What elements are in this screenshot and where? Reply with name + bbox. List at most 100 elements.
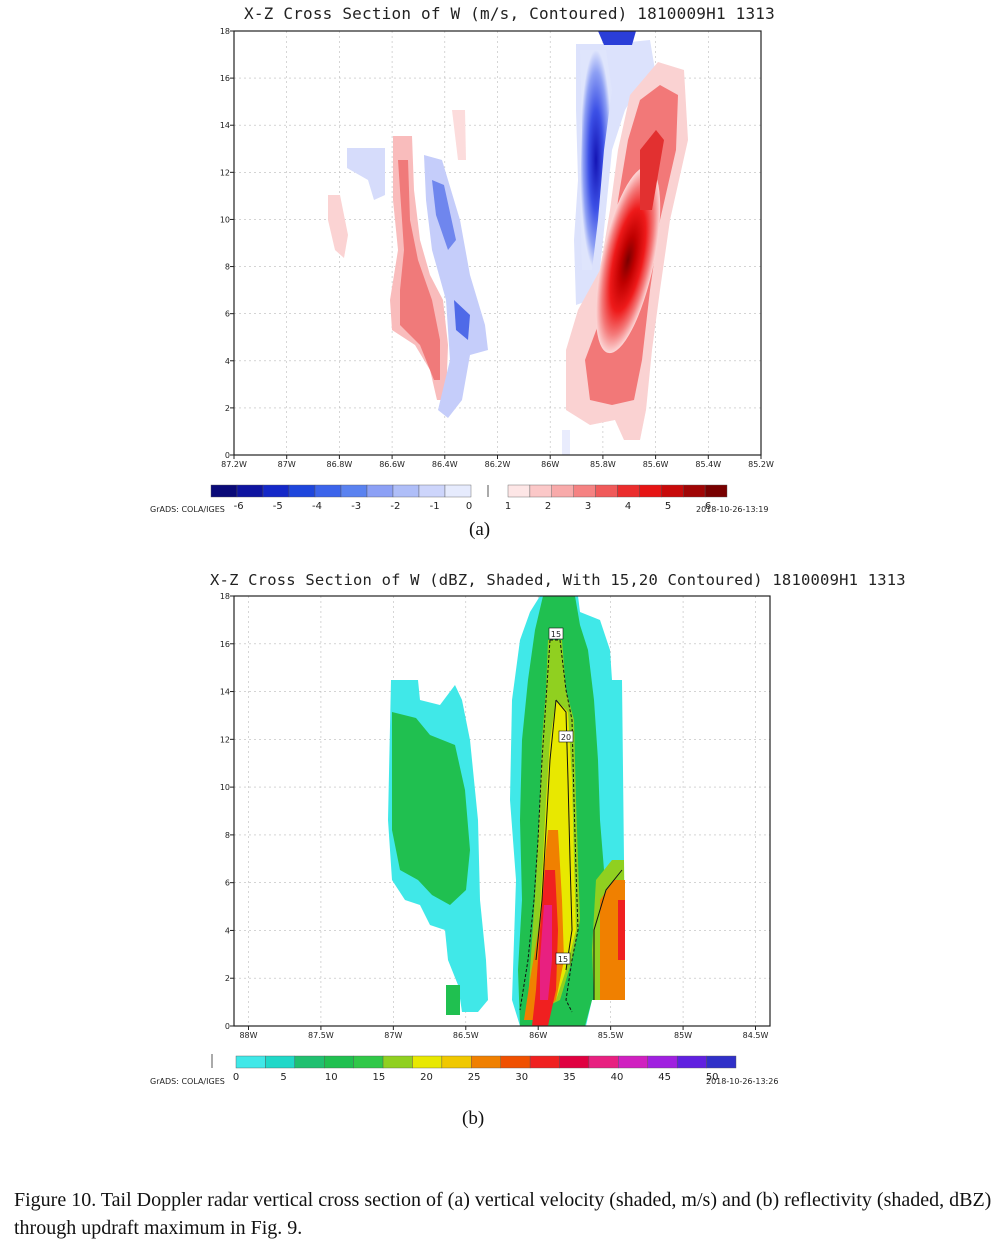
panel-b-xtick-label: 86.5W	[453, 1031, 479, 1040]
panel-a-ytick-label: 16	[220, 74, 230, 83]
panel-b-xtick-label: 87.5W	[308, 1031, 334, 1040]
panel-a-ytick-label: 8	[225, 263, 230, 272]
panel-a-xtick-label: 86W	[541, 460, 559, 469]
panel-b-ytick-label: 8	[225, 831, 230, 840]
panel-b-xtick-label: 86W	[529, 1031, 547, 1040]
colorbar-a-label: -5	[273, 501, 283, 512]
colorbar-b-swatch	[441, 1055, 472, 1069]
panel-a-ytick-label: 18	[220, 27, 230, 36]
colorbar-a-label: -6	[234, 501, 244, 512]
colorbar-a-swatch-pos	[704, 484, 728, 498]
colorbar-a-label: 1	[505, 501, 511, 512]
panel-b-title: X-Z Cross Section of W (dBZ, Shaded, Wit…	[210, 571, 906, 589]
western-echo-inner	[392, 712, 470, 905]
contour-15-left	[519, 639, 551, 1011]
contour-label-20-text: 20	[561, 733, 571, 742]
colorbar-b-label: 0	[233, 1072, 239, 1083]
colorbar-a-label: -1	[430, 501, 440, 512]
contour-15	[550, 639, 579, 1013]
panel-a-xtick-label: 85.6W	[643, 460, 669, 469]
downdraft-core-left-low	[454, 300, 470, 340]
panel-b-plot-area: 15 20 15 0 2 4 6 8 10 12 14 16 18 88W 87.5W 87W 86.5…	[220, 592, 771, 1040]
colorbar-a-label: 6	[705, 501, 711, 512]
panel-b-frame	[233, 595, 771, 1027]
panel-a-xtick-label: 86.2W	[485, 460, 511, 469]
panel-b-grid	[234, 596, 770, 1026]
colorbar-b-label: 25	[468, 1072, 481, 1083]
colorbar-a-label: -2	[390, 501, 400, 512]
panel-b-ytick-label: 4	[225, 926, 230, 935]
panel-b-timestamp: 2018-10-26-13:26	[706, 1077, 778, 1086]
panel-a-xtick-label: 87W	[278, 460, 296, 469]
core-magenta	[540, 905, 552, 1000]
colorbar-b-label: 35	[563, 1072, 576, 1083]
panel-b-ytick-label: 10	[220, 783, 230, 792]
colorbar-b-swatch	[353, 1055, 384, 1069]
panel-a-x-ticks: 87.2W 87W 86.8W 86.6W 86.4W 86.2W 86W 85.8W 85.6…	[221, 455, 774, 469]
figure-caption: Figure 10. Tail Doppler radar vertical c…	[14, 1189, 992, 1239]
contour-label-15-top: 15	[548, 627, 564, 640]
colorbar-b-swatch	[324, 1055, 354, 1069]
surface-downdraft-patch	[562, 430, 570, 455]
panel-b-x-ticks: 88W 87.5W 87W 86.5W 86W 85.5W 85W 84.5W	[239, 1026, 768, 1040]
panel-b-y-ticks: 0 2 4 6 8 10 12 14 16 18	[220, 592, 234, 1031]
contour-15-east	[593, 869, 623, 1000]
colorbar-b-swatch	[500, 1055, 531, 1069]
colorbar-b-swatch	[294, 1055, 325, 1069]
panel-a-xtick-label: 86.4W	[432, 460, 458, 469]
colorbar-b-swatch	[588, 1055, 619, 1069]
panel-b-ytick-label: 2	[225, 974, 230, 983]
colorbar-b-label: 40	[611, 1072, 624, 1083]
colorbar-b-swatch	[412, 1055, 443, 1069]
contour-label-15-low-text: 15	[558, 955, 568, 964]
eastern-echo-red	[618, 900, 625, 960]
colorbar-a-label: 5	[665, 501, 671, 512]
panel-a-xtick-label: 86.8W	[327, 460, 353, 469]
panel-a-title: X-Z Cross Section of W (m/s, Contoured) …	[244, 4, 775, 23]
colorbar-b-label: 15	[372, 1072, 385, 1083]
panel-a-credit: GrADS: COLA/IGES	[150, 505, 225, 514]
panel-a-ytick-label: 12	[220, 168, 230, 177]
downdraft-core-left	[432, 180, 456, 250]
panel-b-ytick-label: 12	[220, 735, 230, 744]
panel-a-xtick-label: 87.2W	[221, 460, 247, 469]
colorbar-b-label: 50	[706, 1072, 719, 1083]
colorbar-b-swatch	[265, 1055, 296, 1069]
panel-a-xtick-label: 86.6W	[379, 460, 405, 469]
contour-20	[535, 699, 573, 971]
panel-b-field	[388, 596, 625, 1026]
contour-label-15-top-text: 15	[551, 630, 561, 639]
colorbar-b-label: 5	[280, 1072, 286, 1083]
main-updraft-core	[595, 166, 661, 354]
updraft-upper-core	[640, 130, 664, 210]
panel-b-xtick-label: 85W	[674, 1031, 692, 1040]
panel-b-ytick-label: 0	[225, 1022, 230, 1031]
main-downdraft-core	[580, 50, 612, 270]
panel-b-label: (b)	[462, 1108, 485, 1129]
panel-a-timestamp: 2018-10-26-13:19	[696, 505, 768, 514]
panel-a-y-ticks: 0 2 4 6 8 10 12 14 16 18	[220, 27, 234, 460]
colorbar-b-swatch	[647, 1055, 678, 1069]
panel-a-colorbar: -6 -5 -4 -3 -2 -1 0 1 2 3 4 5 6	[210, 484, 728, 512]
colorbar-a-label: 0	[466, 501, 472, 512]
panel-b-ytick-label: 16	[220, 640, 230, 649]
colorbar-a-label: -4	[312, 501, 322, 512]
colorbar-b-swatch	[235, 1055, 266, 1069]
panel-a-ytick-label: 4	[225, 357, 230, 366]
panel-a-ytick-label: 2	[225, 404, 230, 413]
panel-a-label: (a)	[469, 519, 491, 540]
colorbar-a-label: 4	[625, 501, 631, 512]
contour-label-15-low: 15	[555, 952, 571, 965]
colorbar-b-swatch	[471, 1055, 501, 1069]
panel-b-credit: GrADS: COLA/IGES	[150, 1077, 225, 1086]
western-echo-patch	[446, 985, 460, 1015]
panel-b-chart: 15 20 15 0 2 4 6 8 10 12 14 16 18 88W 87.5W 87W 86.5…	[150, 592, 778, 1086]
panel-b-ytick-label: 6	[225, 879, 230, 888]
colorbar-b-swatch	[706, 1055, 737, 1069]
colorbar-b-swatch	[676, 1055, 707, 1069]
panel-b-colorbar: 0 5 10 15 20 25 30 35 40 45 50	[211, 1054, 737, 1083]
colorbar-a-label: 2	[545, 501, 551, 512]
panel-b-xtick-label: 88W	[239, 1031, 257, 1040]
colorbar-b-label: 10	[325, 1072, 338, 1083]
